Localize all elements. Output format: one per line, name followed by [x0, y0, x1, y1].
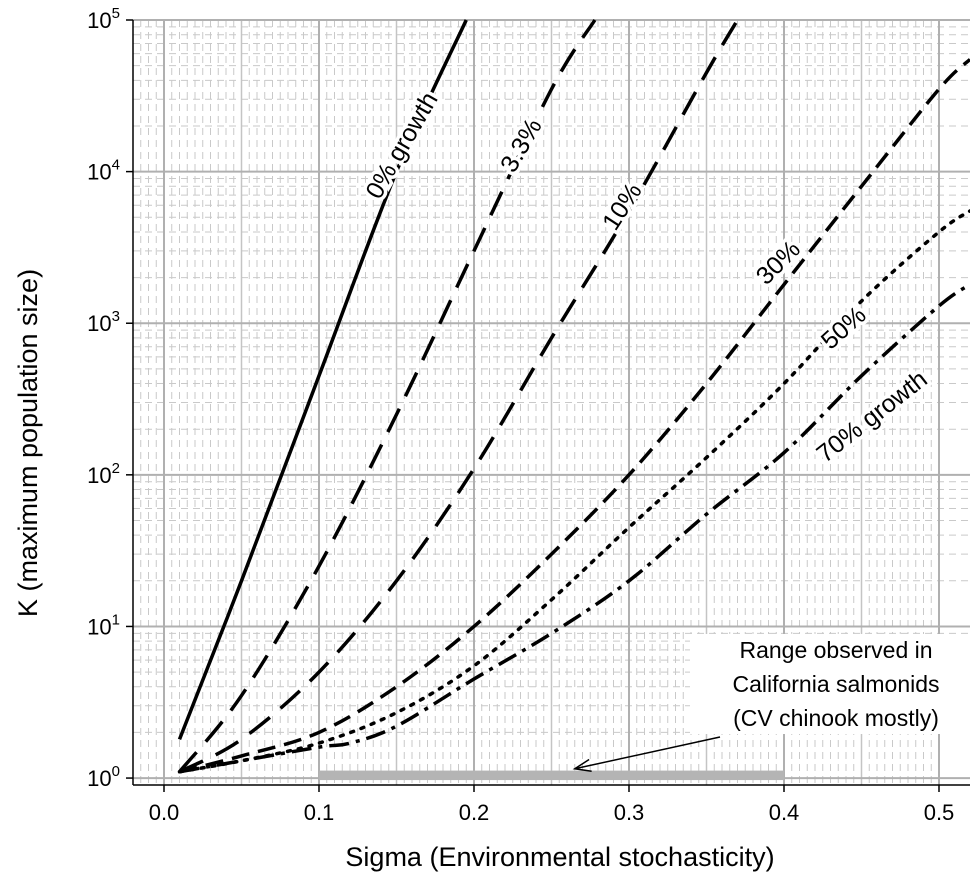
range-bar-layer [319, 770, 784, 781]
annotation-arrow-head [572, 758, 592, 772]
annotation: Range observed in California salmonids (… [572, 634, 970, 772]
y-tick-label: 101 [87, 611, 120, 639]
y-tick-label: 100 [87, 763, 120, 791]
curve-label-3: 30% [751, 235, 806, 290]
annotation-arrow-line [574, 736, 721, 770]
series-line-4 [177, 209, 970, 774]
y-axis-title: K (maximum population size) [13, 269, 43, 617]
x-tick-label: 0.3 [614, 800, 645, 825]
series-line-3 [179, 58, 970, 774]
x-axis-title: Sigma (Environmental stochasticity) [345, 842, 774, 872]
series-line-5 [179, 283, 970, 774]
x-tick-label: 0.1 [304, 800, 335, 825]
annotation-line-2: California salmonids [732, 671, 939, 697]
series-layer [177, 19, 970, 774]
series-line-0 [177, 19, 468, 740]
x-tick-label: 0.2 [459, 800, 490, 825]
axes: 0.0 0.1 0.2 0.3 0.4 0.5 100 101 102 103 104 105 [87, 5, 970, 825]
x-tick-label: 0.4 [769, 800, 800, 825]
y-tick-label: 105 [87, 5, 120, 33]
observed-range-bar [319, 770, 784, 781]
series-line-2 [178, 19, 740, 774]
x-tick-label: 0.5 [924, 800, 955, 825]
annotation-line-1: Range observed in [739, 637, 932, 663]
curve-label-5: 70% growth [811, 365, 932, 468]
y-tick-label: 103 [87, 308, 120, 336]
annotation-line-3: (CV chinook mostly) [733, 705, 939, 731]
series-line-1 [178, 19, 597, 773]
y-tick-label: 104 [87, 157, 120, 185]
annotation-background [690, 634, 970, 734]
x-tick-label: 0.0 [149, 800, 180, 825]
curve-label-1: 3.3% [495, 114, 548, 177]
y-tick-label: 102 [87, 460, 120, 488]
